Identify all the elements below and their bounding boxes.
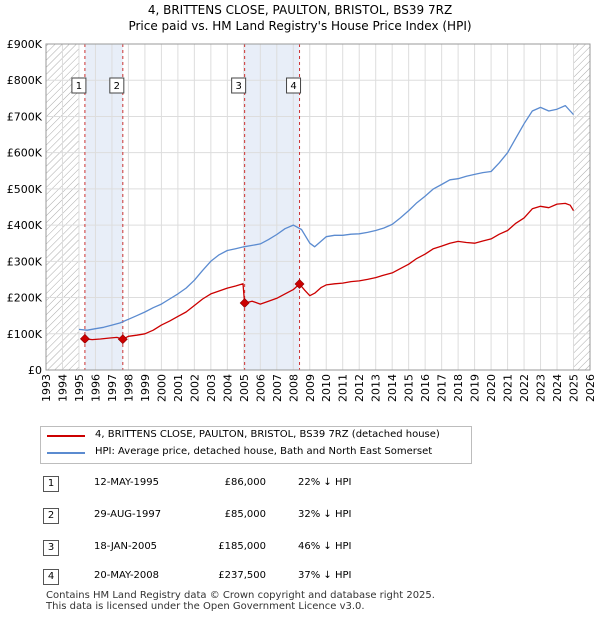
y-tick-label: £0: [28, 364, 42, 377]
y-tick-label: £700K: [7, 110, 43, 123]
x-tick-label: 2001: [172, 374, 185, 402]
sale-point: [117, 334, 128, 345]
x-tick-label: 2023: [535, 374, 548, 402]
sale-date: 29-AUG-1997: [94, 509, 162, 520]
sale-number-badge: 3: [43, 540, 59, 556]
x-tick-label: 2026: [584, 374, 597, 402]
chart-title: 4, BRITTENS CLOSE, PAULTON, BRISTOL, BS3…: [147, 3, 453, 17]
x-tick-label: 2024: [551, 374, 564, 402]
legend: 4, BRITTENS CLOSE, PAULTON, BRISTOL, BS3…: [40, 426, 472, 464]
sale-row: 1 12-MAY-1995 £86,000 22% ↓ HPI: [40, 476, 470, 492]
sale-price: £86,000: [224, 477, 266, 488]
x-tick-label: 2018: [452, 374, 465, 402]
plot-frame: [45, 43, 591, 371]
sale-number-badge: 4: [43, 569, 59, 585]
sale-hpi-diff: 46% ↓ HPI: [298, 541, 352, 552]
x-tick-label: 2009: [304, 374, 317, 402]
ownership-shade: [244, 44, 300, 370]
y-tick-label: £400K: [7, 219, 43, 232]
footer-copyright: Contains HM Land Registry data © Crown c…: [46, 590, 435, 601]
x-tick-label: 2015: [403, 374, 416, 402]
sale-hpi-diff: 22% ↓ HPI: [298, 477, 352, 488]
x-tick-label: 2022: [518, 374, 531, 402]
chart-subtitle: Price paid vs. HM Land Registry's House …: [128, 19, 472, 33]
y-tick-label: £600K: [7, 147, 43, 160]
x-tick-label: 2003: [205, 374, 218, 402]
x-tick-label: 1999: [139, 374, 152, 402]
x-tick-label: 2008: [287, 374, 300, 402]
sale-label-box: [71, 77, 87, 94]
sale-label-box: [109, 77, 125, 94]
sale-number-badge: 2: [43, 508, 59, 524]
x-tick-label: 2016: [419, 374, 432, 402]
sale-hpi-diff: 37% ↓ HPI: [298, 570, 352, 581]
x-tick-label: 1994: [56, 374, 69, 402]
sale-hpi-diff: 32% ↓ HPI: [298, 509, 352, 520]
sale-row: 2 29-AUG-1997 £85,000 32% ↓ HPI: [40, 508, 470, 524]
x-tick-label: 2002: [188, 374, 201, 402]
hpi-line: [78, 104, 574, 331]
x-tick-label: 1996: [89, 374, 102, 402]
y-tick-label: £300K: [7, 255, 43, 268]
legend-swatch-hpi: [47, 452, 85, 454]
sale-label-box: [286, 77, 302, 94]
x-tick-label: 2011: [337, 374, 350, 402]
sale-label-box: [231, 77, 247, 94]
sale-label-text: 3: [235, 81, 241, 92]
sale-date: 12-MAY-1995: [94, 477, 160, 488]
x-tick-label: 2021: [502, 374, 515, 402]
x-tick-label: 2010: [320, 374, 333, 402]
property-price-line: [84, 202, 575, 341]
x-tick-label: 2005: [238, 374, 251, 402]
x-tick-label: 1998: [122, 374, 135, 402]
sale-price: £237,500: [218, 570, 266, 581]
y-tick-label: £200K: [7, 292, 43, 305]
sale-date: 18-JAN-2005: [94, 541, 158, 552]
sale-label-text: 2: [114, 81, 120, 92]
x-tick-label: 2013: [370, 374, 383, 402]
x-tick-label: 2000: [155, 374, 168, 402]
y-tick-label: £100K: [7, 328, 43, 341]
sale-label-text: 1: [76, 81, 82, 92]
x-tick-label: 2020: [485, 374, 498, 402]
x-tick-label: 2004: [221, 374, 234, 402]
sale-price: £185,000: [218, 541, 266, 552]
sale-row: 4 20-MAY-2008 £237,500 37% ↓ HPI: [40, 569, 470, 585]
sale-point: [239, 298, 250, 308]
y-tick-label: £900K: [7, 38, 43, 51]
legend-label-hpi: HPI: Average price, detached house, Bath…: [95, 446, 433, 457]
x-tick-label: 1993: [40, 374, 53, 402]
sale-price: £85,000: [224, 509, 266, 520]
x-tick-label: 2007: [271, 374, 284, 402]
ownership-shade: [84, 44, 123, 370]
x-tick-label: 2014: [386, 374, 399, 402]
x-tick-label: 1995: [73, 374, 86, 402]
legend-swatch-property: [47, 435, 85, 437]
price-chart: £0 £100K £200K £300K £400K £500K £600K £700K £80…: [7, 38, 597, 402]
x-tick-label: 1997: [106, 374, 119, 402]
y-tick-label: £800K: [7, 74, 43, 87]
sale-date: 20-MAY-2008: [94, 570, 160, 581]
sale-number-badge: 1: [43, 476, 59, 492]
sale-point: [294, 279, 305, 289]
footer: Contains HM Land Registry data © Crown c…: [46, 590, 435, 612]
sale-point: [79, 333, 90, 344]
hatched-region: [573, 44, 590, 370]
x-tick-label: 2019: [469, 374, 482, 402]
y-tick-label: £500K: [7, 183, 43, 196]
legend-label-property: 4, BRITTENS CLOSE, PAULTON, BRISTOL, BS3…: [95, 429, 440, 440]
sale-row: 3 18-JAN-2005 £185,000 46% ↓ HPI: [40, 540, 470, 556]
footer-licence: This data is licensed under the Open Gov…: [46, 601, 365, 612]
sale-label-text: 4: [290, 81, 296, 92]
x-tick-label: 2006: [254, 374, 267, 402]
plot-area: [46, 44, 590, 370]
x-tick-label: 2025: [568, 374, 581, 402]
x-tick-label: 2017: [436, 374, 449, 402]
x-tick-label: 2012: [353, 374, 366, 402]
